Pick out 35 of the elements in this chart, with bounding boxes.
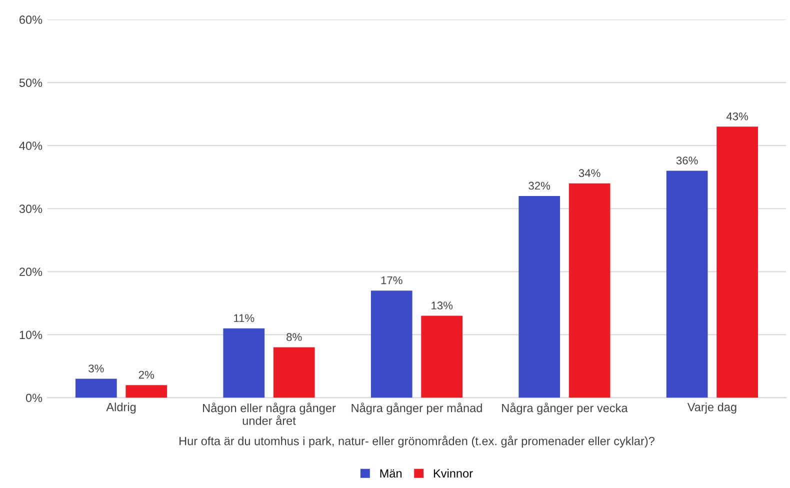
bar: [370, 290, 412, 398]
y-tick-label: 60%: [20, 16, 42, 24]
legend-label: Kvinnor: [434, 468, 473, 478]
bar: [568, 183, 610, 398]
data-label: 36%: [676, 156, 698, 164]
data-label: 2%: [138, 370, 154, 379]
data-label: 17%: [381, 276, 402, 284]
legend-label: Män: [380, 469, 402, 478]
x-tick-label: Någon eller några gånger under året: [203, 402, 336, 425]
y-tick-label: 50%: [19, 78, 42, 87]
y-tick-label: 30%: [19, 204, 42, 214]
y-tick-label: 20%: [20, 268, 42, 276]
data-label: 3%: [88, 364, 104, 372]
bar: [126, 385, 168, 398]
data-label: 8%: [286, 333, 302, 341]
bar: [223, 328, 265, 398]
x-axis-title: Hur ofta är du utomhus i park, natur- eller grönområden (t.ex. går promenader eller cyklar)?: [180, 436, 654, 448]
data-label: 13%: [432, 302, 453, 310]
x-tick-label: Några gånger per månad: [352, 402, 482, 415]
data-label: 34%: [578, 169, 600, 178]
bar: [421, 316, 463, 398]
data-label: 32%: [528, 182, 550, 190]
x-tick-label: Varje dag: [687, 402, 736, 414]
bar: [518, 196, 560, 398]
y-tick-label: 40%: [19, 142, 42, 150]
data-label: 43%: [726, 112, 748, 120]
bar: [666, 170, 708, 398]
bar: [75, 378, 117, 398]
y-tick-label: 0%: [26, 394, 42, 402]
x-tick-label: Aldrig: [106, 402, 136, 414]
bar: [716, 126, 758, 398]
bar: [273, 347, 315, 398]
x-tick-label: Några gånger per vecka: [502, 402, 628, 415]
data-label: 11%: [234, 314, 254, 322]
y-tick-label: 10%: [20, 330, 42, 340]
